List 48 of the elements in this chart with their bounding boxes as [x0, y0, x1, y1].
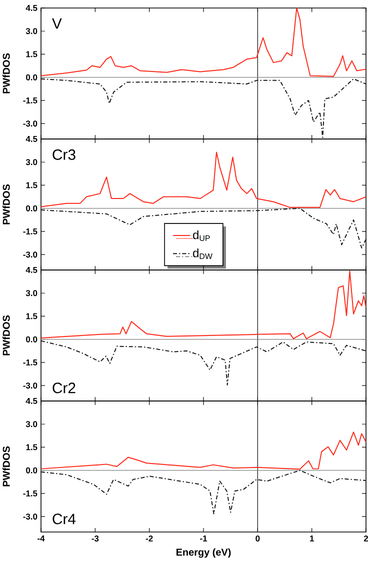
line-series — [41, 470, 366, 514]
line-series — [41, 8, 366, 77]
x-axis-title: Energy (eV) — [176, 548, 231, 558]
y-tick-label: 4.5 — [26, 398, 38, 404]
y-tick-label: -1.5 — [23, 360, 38, 366]
y-tick-label: 3.0 — [26, 290, 38, 296]
legend-label: d$_{DW}$ — [193, 248, 212, 259]
line-series — [41, 208, 366, 248]
annotation: Cr3 — [52, 149, 76, 160]
y-axis-title: PWfDOS — [2, 53, 10, 94]
y-tick-label: 1.5 — [26, 444, 38, 450]
x-tick-label: -1 — [200, 536, 208, 542]
legend-label: d$_{UP}$ — [193, 230, 210, 241]
y-tick-label: 4.5 — [26, 267, 38, 273]
line-series — [41, 270, 366, 340]
y-tick-label: 3.0 — [26, 28, 38, 34]
y-tick-label: 1.5 — [26, 182, 38, 188]
y-tick-label: -3.0 — [23, 120, 38, 127]
y-tick-label: 4.5 — [26, 5, 38, 11]
annotation: V — [52, 18, 62, 29]
y-tick-label: 4.5 — [26, 136, 38, 142]
y-tick-label: 3.0 — [26, 421, 38, 428]
y-tick-label: 0.0 — [26, 336, 38, 342]
y-tick-label: -1.5 — [23, 98, 38, 104]
y-tick-label: -3.0 — [23, 252, 38, 258]
line-series — [41, 432, 366, 470]
y-tick-label: 1.5 — [26, 313, 38, 320]
y-tick-label: -3.0 — [23, 382, 38, 389]
y-axis-title: PWfDOS — [2, 315, 10, 356]
y-tick-label: -1.5 — [23, 490, 38, 496]
x-tick-label: 2 — [364, 536, 368, 542]
y-tick-label: 3.0 — [26, 159, 38, 166]
y-axis-title: PWfDOS — [2, 446, 10, 486]
y-tick-label: 1.5 — [26, 51, 38, 58]
x-tick-label: 0 — [256, 536, 260, 542]
y-tick-label: 0.0 — [26, 205, 38, 212]
x-tick-label: -2 — [146, 536, 153, 542]
x-tick-label: -4 — [38, 536, 45, 542]
y-axis-title: PWfDOS — [2, 184, 10, 224]
y-tick-label: 0.0 — [26, 467, 38, 474]
y-tick-label: 0.0 — [26, 74, 38, 80]
line-series — [41, 78, 366, 138]
y-tick-label: -3.0 — [23, 514, 38, 520]
annotation: Cr2 — [52, 382, 76, 394]
x-tick-label: 1 — [310, 536, 314, 542]
annotation: Cr4 — [52, 514, 76, 524]
y-tick-label: -1.5 — [23, 228, 38, 234]
x-tick-label: -3 — [92, 536, 99, 542]
